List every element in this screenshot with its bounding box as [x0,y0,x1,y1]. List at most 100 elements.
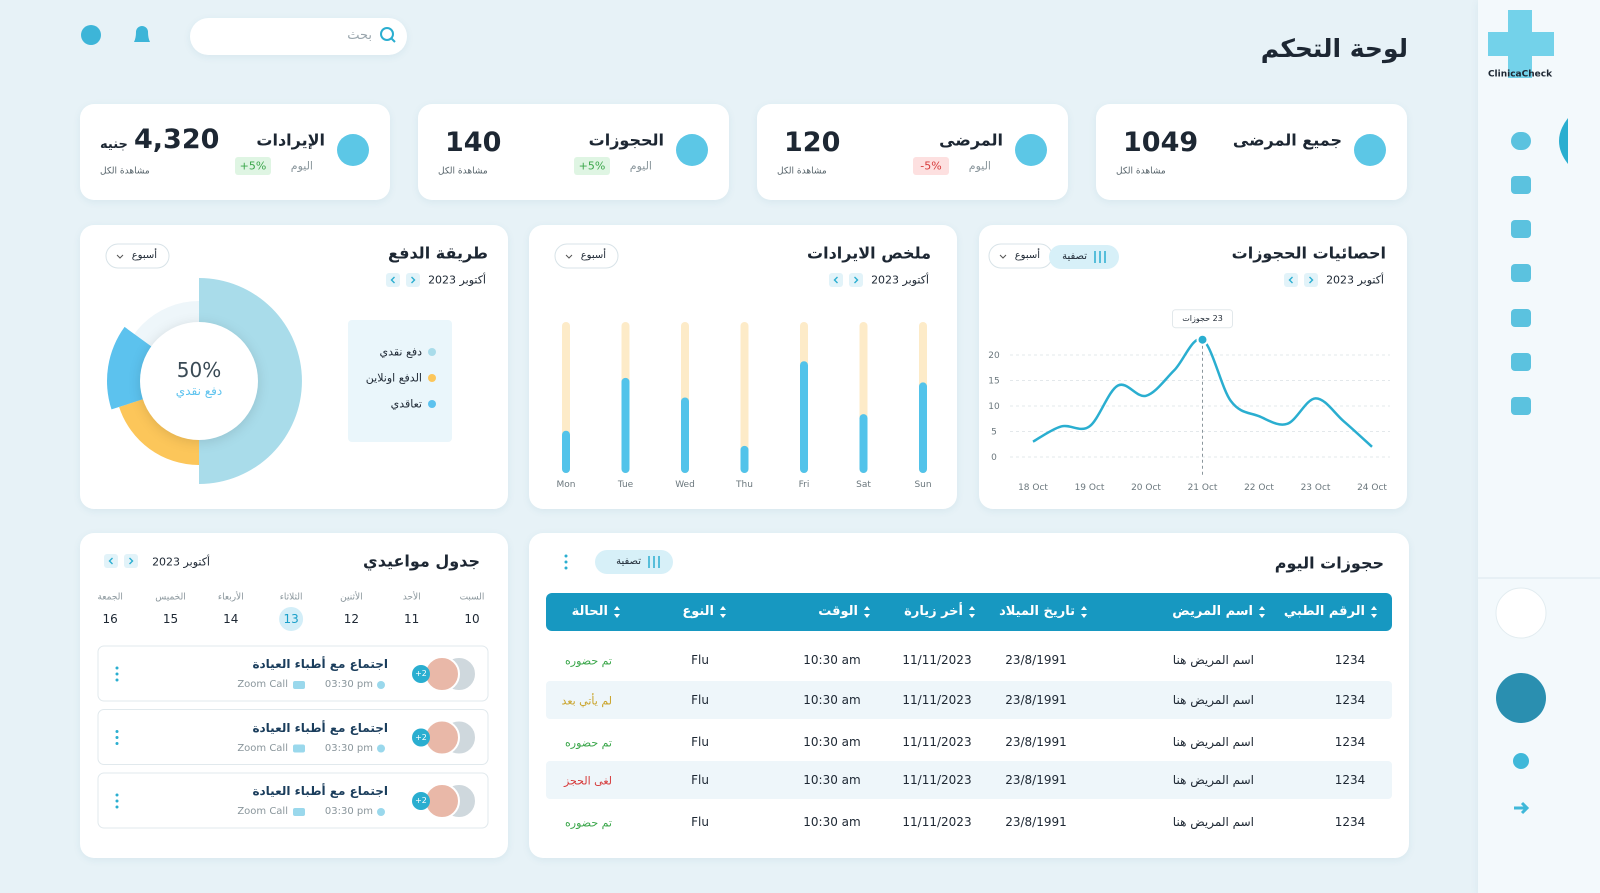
menu-dot[interactable] [115,805,119,809]
x-tick-label: 18 Oct [1018,483,1048,493]
video-icon [293,808,305,816]
bell-icon[interactable] [134,26,150,42]
filter-button[interactable] [1049,245,1119,269]
nav-icon[interactable] [1511,353,1531,371]
table-cell: 23/8/1991 [1005,692,1067,707]
nav-button[interactable] [386,273,400,287]
column-header[interactable]: الرقم الطبي [1283,604,1365,620]
sort-icon [1081,606,1087,618]
nav-button[interactable] [124,554,138,568]
nav-button[interactable] [849,273,863,287]
day-date[interactable]: 13 [283,611,299,626]
nav-icon[interactable] [1511,397,1531,415]
x-tick-label: Tue [617,480,634,490]
day-date[interactable]: 14 [223,611,239,626]
dropdown-chevron [999,254,1007,259]
stat-period: اليوم [290,159,313,173]
nav-button[interactable] [1284,273,1298,287]
day-date[interactable]: 16 [102,611,118,626]
settings-icon[interactable] [1513,753,1529,769]
y-tick-label: 10 [988,402,1000,412]
stat-icon [676,134,708,166]
menu-dot[interactable] [115,742,119,745]
nav-button[interactable] [406,273,420,287]
menu-dot[interactable] [115,793,119,797]
event-card [97,709,489,765]
range-dropdown[interactable] [554,243,619,269]
day-date[interactable]: 10 [464,611,480,626]
menu-dot[interactable] [564,554,568,558]
view-all-link[interactable]: مشاهدة الكل [100,166,150,177]
menu-dot[interactable] [564,566,568,570]
search-box[interactable] [190,18,407,55]
table-cell: 23/8/1991 [1005,734,1067,749]
day-date[interactable]: 12 [343,611,360,626]
nav-icon[interactable] [1511,220,1531,238]
stat-value: 4,320 [134,123,220,155]
bar [800,361,808,473]
table-cell: اسم المريض هنا [1172,814,1254,829]
nav-button[interactable] [104,554,118,568]
day-name: الأحد [402,592,421,603]
table-cell: 10:30 am [803,692,861,707]
range-dropdown[interactable] [105,243,170,269]
event-platform: Zoom Call [237,679,288,690]
logout-icon[interactable] [1514,801,1530,815]
column-header[interactable]: النوع [682,604,714,620]
view-all-link[interactable]: مشاهدة الكل [1116,166,1166,177]
legend-label: تعاقدي [390,397,422,411]
user-avatar[interactable] [1496,673,1546,723]
column-header[interactable]: أخر زيارة [904,604,963,620]
column-header[interactable]: الحالة [571,604,608,620]
x-tick-label: 20 Oct [1131,483,1161,493]
status-cell: لغى الحجز [563,774,612,788]
menu-dot[interactable] [115,666,119,670]
logo [1488,10,1554,78]
video-icon [293,744,305,753]
stat-value: 1049 [1123,126,1199,158]
nav-icon[interactable] [1511,132,1531,150]
menu-dot[interactable] [115,730,119,733]
chevron [129,557,134,565]
stat-icon [1354,134,1386,166]
legend-label: دفع نقدي [379,345,422,359]
event-platform: Zoom Call [237,742,288,754]
chat-icon[interactable] [81,25,101,45]
booking-panel [979,225,1407,509]
chevron [411,276,416,284]
table-cell: Flu [691,652,709,667]
day-date[interactable]: 11 [404,611,420,626]
bar [740,445,749,473]
column-header[interactable]: الوقت [818,604,858,620]
event-title: اجتماع مع أطباء العيادة [252,720,388,735]
stat-title: الإيرادات [256,130,325,150]
chevron [833,276,838,284]
event-title: اجتماع مع أطباء العيادة [252,783,388,798]
menu-dot[interactable] [115,799,119,803]
bar [621,377,630,473]
table-cell: اسم المريض هنا [1172,652,1254,667]
column-header[interactable]: تاريخ الميلاد [999,604,1075,620]
stat-title: الحجوزات [588,130,664,150]
nav-icon[interactable] [1511,264,1531,282]
day-date[interactable]: 15 [162,611,179,626]
x-tick-label: Mon [557,480,576,490]
panel-title: حجوزات اليوم [1274,553,1384,573]
view-all-link[interactable]: مشاهدة الكل [438,166,488,177]
nav-button[interactable] [1304,273,1318,287]
view-all-link[interactable]: مشاهدة الكل [777,166,827,177]
x-tick-label: Thu [735,480,753,490]
active-indicator [1559,118,1568,164]
menu-dot[interactable] [115,736,119,739]
nav-icon[interactable] [1511,176,1531,194]
clock-icon [377,681,385,689]
label: أسبوع [1014,250,1040,261]
menu-dot[interactable] [115,678,119,682]
status-cell: تم حضوره [565,816,612,830]
menu-dot[interactable] [564,560,568,564]
menu-dot[interactable] [115,672,119,676]
column-header[interactable]: اسم المريض [1172,604,1253,620]
nav-button[interactable] [829,273,843,287]
nav-icon[interactable] [1511,309,1531,327]
sort-icon [969,606,975,618]
